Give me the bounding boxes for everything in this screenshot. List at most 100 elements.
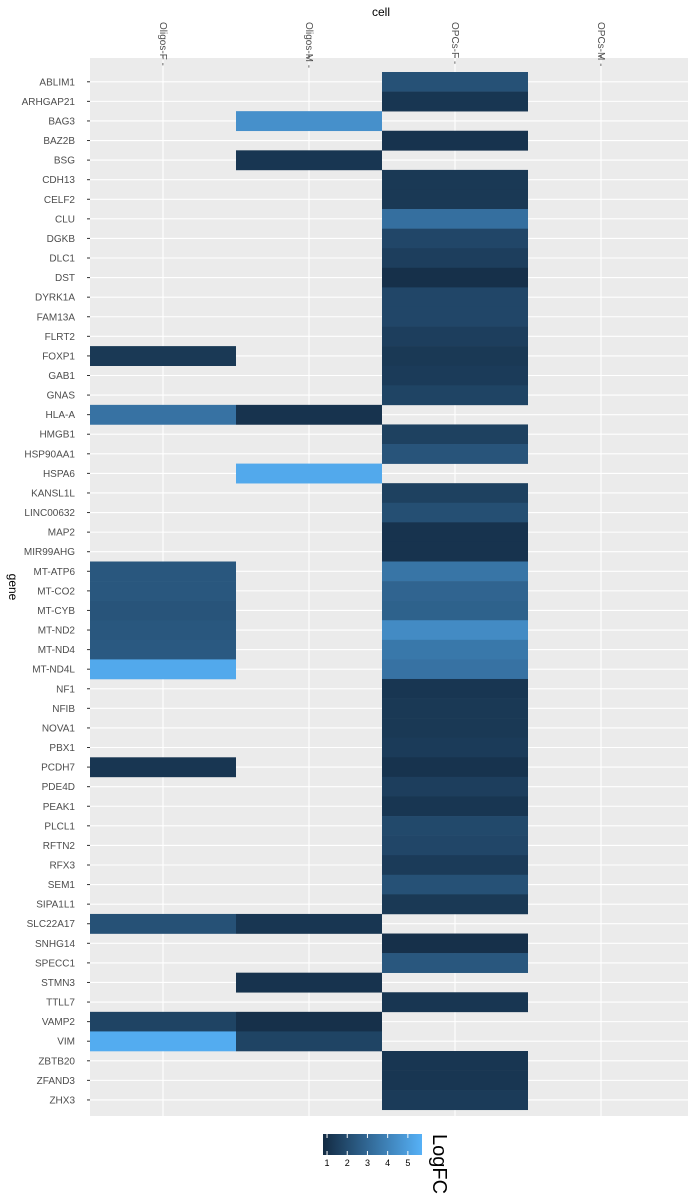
heatmap-tiles xyxy=(90,72,528,1111)
y-tick-label: GAB1 xyxy=(48,371,75,382)
heatmap-tile xyxy=(382,1090,528,1111)
heatmap-tile xyxy=(382,561,528,582)
heatmap-tile xyxy=(382,835,528,856)
heatmap-tile xyxy=(382,874,528,895)
heatmap-tile xyxy=(236,463,382,484)
y-tick-label: DST xyxy=(55,273,75,284)
heatmap-tile xyxy=(382,933,528,954)
y-tick-label: TTLL7 xyxy=(46,998,75,1009)
y-tick-label: FAM13A xyxy=(37,312,76,323)
heatmap-tile xyxy=(382,72,528,92)
y-tick-label: PEAK1 xyxy=(43,802,76,813)
y-tick-label: NF1 xyxy=(56,684,75,695)
y-tick-label: DGKB xyxy=(47,234,76,245)
y-tick-label: FOXP1 xyxy=(42,351,75,362)
heatmap-tile xyxy=(382,816,528,836)
heatmap-tile xyxy=(236,1031,382,1052)
y-tick-label: HSPA6 xyxy=(43,469,75,480)
y-tick-label: BAG3 xyxy=(48,116,75,127)
heatmap-tile xyxy=(382,600,528,621)
y-tick-label: RFTN2 xyxy=(43,841,76,852)
heatmap-tile xyxy=(382,209,528,229)
y-tick-label: MT-CYB xyxy=(37,606,75,617)
y-tick-label: BSG xyxy=(54,156,75,167)
y-tick-label: NFIB xyxy=(52,704,75,715)
heatmap-tile xyxy=(236,404,382,425)
legend-tick-label: 5 xyxy=(405,1158,410,1168)
y-tick-label: STMN3 xyxy=(41,978,75,989)
y-tick-label: PLCL1 xyxy=(44,821,75,832)
y-axis: ABLIM1 ARHGAP21 BAG3 BAZ2B BSG CDH13 CELF2 CLU D… xyxy=(22,77,90,1106)
y-tick-label: HLA-A xyxy=(46,410,76,421)
heatmap-tile xyxy=(382,620,528,641)
heatmap-tile xyxy=(90,404,236,425)
y-tick-label: VAMP2 xyxy=(42,1017,76,1028)
heatmap-tile xyxy=(382,796,528,817)
heatmap-tile xyxy=(382,581,528,601)
legend-tick-label: 2 xyxy=(345,1158,350,1168)
y-tick-label: RFX3 xyxy=(49,860,75,871)
heatmap-tile xyxy=(382,776,528,797)
legend-tick-label: 3 xyxy=(365,1158,370,1168)
y-axis-title: gene xyxy=(6,574,20,601)
heatmap-tile xyxy=(382,444,528,464)
heatmap-tile xyxy=(382,992,528,1013)
heatmap-tile xyxy=(90,581,236,601)
heatmap-tile xyxy=(90,561,236,582)
heatmap-tile xyxy=(382,267,528,288)
y-tick-label: DLC1 xyxy=(49,254,75,265)
y-tick-label: PBX1 xyxy=(49,743,75,754)
y-tick-label: SLC22A17 xyxy=(27,919,76,930)
heatmap-tile xyxy=(236,111,382,132)
x-tick-label: Oligos-M - xyxy=(303,22,314,68)
heatmap-tile xyxy=(382,424,528,445)
y-tick-label: CELF2 xyxy=(44,195,76,206)
heatmap-tile xyxy=(236,913,382,934)
heatmap-tile xyxy=(90,659,236,680)
heatmap-tile xyxy=(382,678,528,699)
y-tick-label: ZFAND3 xyxy=(37,1076,76,1087)
heatmap-tile xyxy=(382,130,528,151)
heatmap-tile xyxy=(382,541,528,562)
x-tick-label: OPCs-M - xyxy=(595,22,606,66)
x-axis-title: cell xyxy=(372,5,390,19)
heatmap-tile xyxy=(382,365,528,386)
y-tick-label: SNHG14 xyxy=(35,939,75,950)
heatmap-tile xyxy=(382,287,528,308)
y-tick-label: FLRT2 xyxy=(45,332,76,343)
y-tick-label: ARHGAP21 xyxy=(22,97,76,108)
y-tick-label: HMGB1 xyxy=(39,430,75,441)
heatmap-tile xyxy=(90,620,236,641)
heatmap-tile xyxy=(382,698,528,719)
heatmap-tile xyxy=(236,972,382,993)
heatmap-tile xyxy=(382,757,528,778)
y-tick-label: PCDH7 xyxy=(41,763,75,774)
y-tick-label: GNAS xyxy=(47,391,76,402)
heatmap-tile xyxy=(236,150,382,171)
legend-title: LogFC xyxy=(428,1134,450,1194)
y-tick-label: DYRK1A xyxy=(35,293,75,304)
y-tick-label: LINC00632 xyxy=(24,508,75,519)
y-tick-label: PDE4D xyxy=(42,782,75,793)
heatmap-tile xyxy=(90,639,236,660)
heatmap-tile xyxy=(382,522,528,543)
heatmap-tile xyxy=(382,228,528,249)
heatmap-tile xyxy=(382,718,528,739)
heatmap-tile xyxy=(90,1031,236,1052)
y-tick-label: MT-ND4L xyxy=(32,665,75,676)
y-tick-label: MAP2 xyxy=(48,528,76,539)
heatmap-tile xyxy=(382,502,528,523)
y-tick-label: MT-CO2 xyxy=(37,586,75,597)
heatmap-tile xyxy=(236,1011,382,1032)
y-tick-label: KANSL1L xyxy=(31,488,75,499)
y-tick-label: ABLIM1 xyxy=(39,77,75,88)
heatmap-tile xyxy=(90,913,236,934)
y-tick-label: MT-ND2 xyxy=(38,626,76,637)
heatmap-tile xyxy=(382,1051,528,1071)
heatmap-tile xyxy=(382,639,528,660)
y-tick-label: SPECC1 xyxy=(35,958,75,969)
heatmap-tile xyxy=(90,1011,236,1032)
heatmap-tile xyxy=(90,757,236,778)
y-tick-label: VIM xyxy=(57,1037,75,1048)
